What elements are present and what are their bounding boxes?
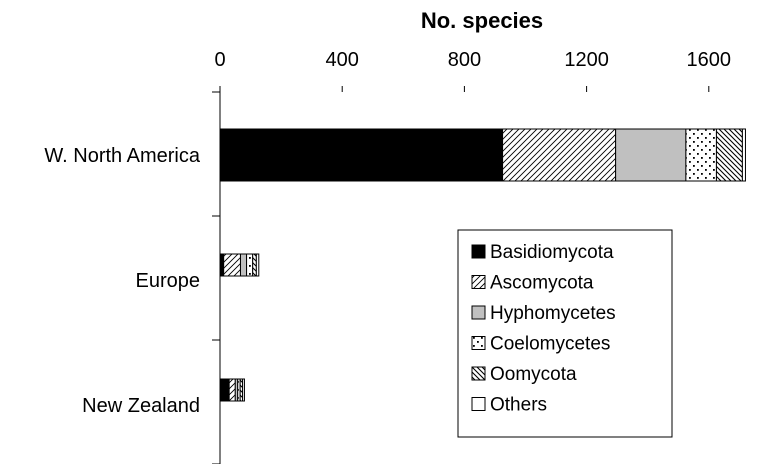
bar-segment-ascomycota bbox=[228, 378, 236, 402]
legend-swatch bbox=[471, 397, 486, 411]
bar-segment-basidiomycota bbox=[219, 253, 225, 277]
legend-label: Coelomycetes bbox=[490, 334, 610, 355]
bars-group bbox=[219, 128, 746, 402]
x-tick-label: 0 bbox=[214, 49, 225, 71]
bar-segment-oomycota bbox=[252, 253, 257, 277]
x-tick-label: 1600 bbox=[687, 49, 732, 71]
bar-segment-basidiomycota bbox=[219, 128, 504, 182]
x-axis-title: No. species bbox=[421, 8, 543, 33]
bar-segment-ascomycota bbox=[502, 128, 617, 182]
bar-segment-basidiomycota bbox=[219, 378, 230, 402]
bar-segment-oomycota bbox=[715, 128, 743, 182]
y-axis bbox=[212, 91, 221, 464]
bar-segment-ascomycota bbox=[223, 253, 241, 277]
legend-swatch bbox=[471, 244, 486, 259]
x-tick-label: 1200 bbox=[564, 49, 609, 71]
category-label: New Zealand bbox=[82, 395, 200, 417]
bar-segment-coelomycetes bbox=[685, 128, 717, 182]
category-label: Europe bbox=[136, 270, 201, 292]
legend-label: Hyphomycetes bbox=[490, 303, 616, 324]
legend-swatch bbox=[471, 305, 486, 320]
bar-segment-coelomycetes bbox=[246, 253, 254, 277]
bar-segment-hyphomycetes bbox=[615, 128, 687, 182]
legend-label: Others bbox=[490, 395, 547, 416]
category-label: W. North America bbox=[44, 145, 200, 167]
legend-swatch bbox=[471, 275, 486, 289]
legend-label: Basidiomycota bbox=[490, 242, 614, 263]
bar-segment-others bbox=[242, 378, 245, 402]
legend-box bbox=[457, 229, 673, 438]
category-labels: W. North America Europe New Zealand bbox=[44, 145, 200, 417]
bar-segment-hyphomycetes bbox=[239, 253, 248, 277]
x-axis-ticks: 0 400 800 1200 1600 bbox=[214, 49, 731, 92]
legend-label: Oomycota bbox=[490, 364, 577, 385]
legend-label: Ascomycota bbox=[490, 273, 594, 294]
legend-swatch bbox=[471, 336, 486, 350]
legend: Basidiomycota Ascomycota Hyphomycetes Coelo… bbox=[457, 229, 673, 438]
x-tick-label: 800 bbox=[448, 49, 481, 71]
x-tick-label: 400 bbox=[326, 49, 359, 71]
bar-segment-others bbox=[741, 128, 746, 182]
legend-swatch bbox=[471, 366, 486, 381]
bar-segment-others bbox=[255, 253, 260, 277]
